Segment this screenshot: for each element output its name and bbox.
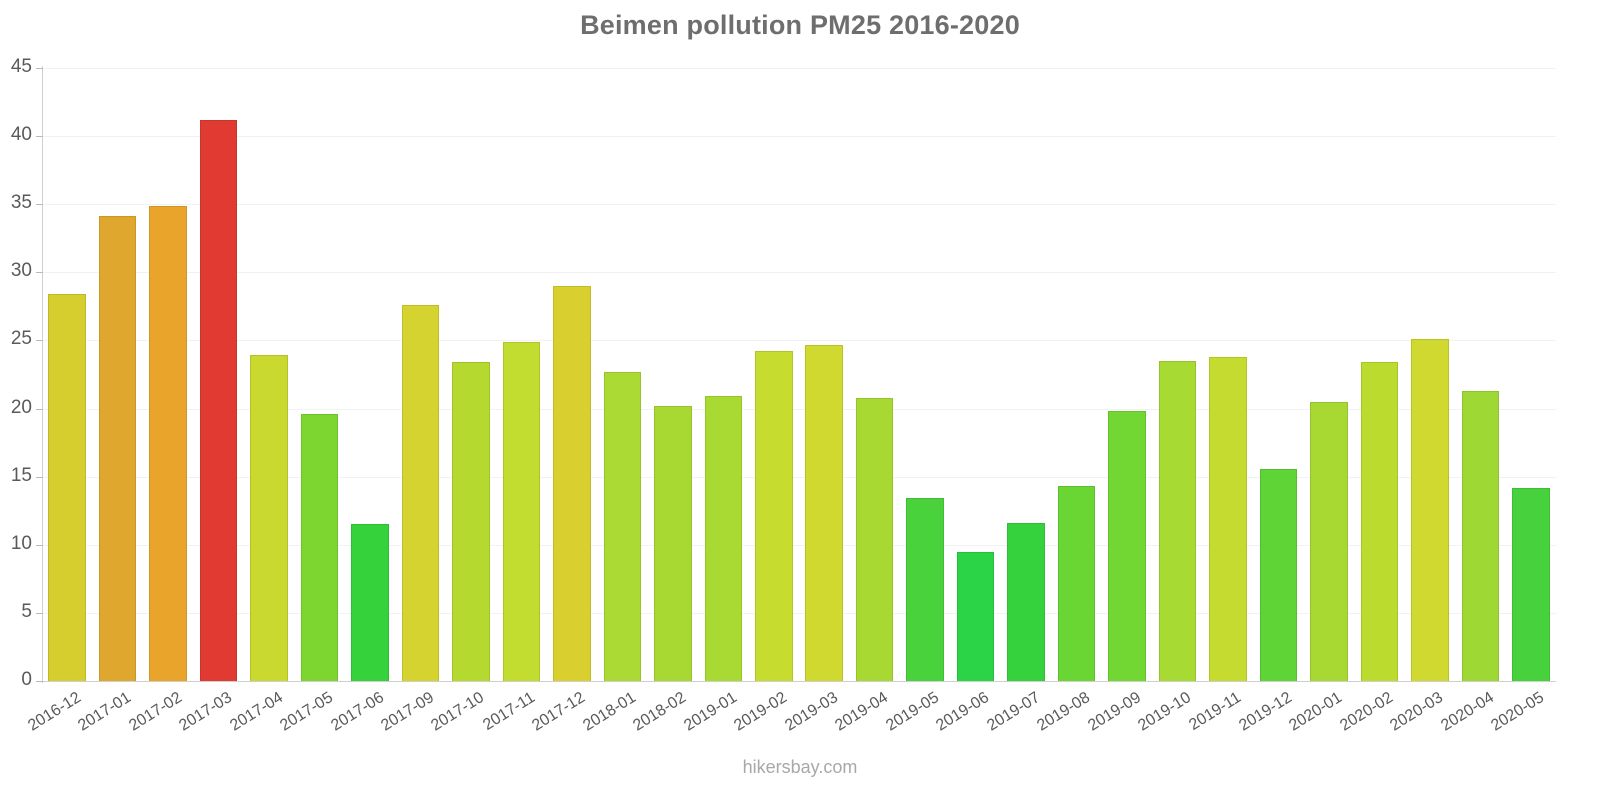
bar[interactable]: [1209, 356, 1247, 681]
bar[interactable]: [1158, 360, 1197, 681]
bar[interactable]: [1511, 487, 1550, 681]
bar-column[interactable]: [1310, 68, 1348, 681]
y-axis-tick: [36, 681, 43, 682]
gridline: [42, 340, 1556, 342]
bar[interactable]: [1057, 486, 1096, 681]
bar-column[interactable]: [98, 68, 137, 681]
bar-column[interactable]: [654, 68, 692, 681]
bar[interactable]: [704, 396, 743, 681]
bar[interactable]: [452, 362, 490, 681]
bar-column[interactable]: [300, 68, 339, 681]
bar-column[interactable]: [1007, 68, 1045, 681]
gridline: [42, 476, 1556, 478]
bar-column[interactable]: [1158, 68, 1197, 681]
bar-column[interactable]: [603, 68, 642, 681]
bar-column[interactable]: [1108, 68, 1146, 681]
bar-column[interactable]: [855, 68, 894, 681]
bar-column[interactable]: [250, 68, 288, 681]
bar-column[interactable]: [452, 68, 490, 681]
bar-column[interactable]: [48, 68, 87, 681]
bar[interactable]: [1360, 362, 1399, 681]
bar-column[interactable]: [199, 68, 238, 681]
bar[interactable]: [1108, 411, 1146, 681]
bar-column[interactable]: [805, 68, 844, 681]
y-axis-tick: [36, 612, 43, 614]
bar[interactable]: [1461, 390, 1500, 681]
bar-column[interactable]: [704, 68, 743, 681]
bar[interactable]: [654, 405, 692, 681]
bar[interactable]: [906, 498, 944, 681]
bar-column[interactable]: [401, 68, 440, 681]
x-axis-line: [42, 681, 1556, 682]
bar[interactable]: [553, 285, 591, 681]
y-axis-tick: [36, 340, 43, 342]
y-axis-tick-label: 40: [10, 124, 32, 146]
bar[interactable]: [300, 414, 339, 681]
y-axis-tick-label: 35: [10, 192, 32, 214]
y-axis-tick-label: 15: [10, 464, 32, 486]
bar-column[interactable]: [956, 68, 995, 681]
gridline: [42, 612, 1556, 614]
bar-column[interactable]: [1360, 68, 1399, 681]
y-axis-tick-label: 10: [10, 532, 32, 554]
chart-title: Beimen pollution PM25 2016-2020: [580, 10, 1020, 40]
bar[interactable]: [48, 294, 87, 681]
bar[interactable]: [98, 216, 137, 681]
y-axis-tick-label: 45: [10, 56, 32, 77]
bar[interactable]: [149, 205, 187, 681]
bar-column[interactable]: [553, 68, 591, 681]
bar-column[interactable]: [1057, 68, 1096, 681]
bar[interactable]: [956, 551, 995, 681]
y-axis-tick-label: 0: [21, 669, 32, 690]
y-axis-tick: [36, 476, 43, 478]
bar[interactable]: [1310, 401, 1348, 681]
bar-column[interactable]: [906, 68, 944, 681]
bar-column[interactable]: [1411, 68, 1449, 681]
gridline: [42, 272, 1556, 274]
bar-column[interactable]: [1259, 68, 1298, 681]
bar-column[interactable]: [502, 68, 541, 681]
y-axis-tick-label: 20: [10, 396, 32, 418]
y-axis-tick: [36, 408, 43, 410]
y-axis-line: [42, 66, 43, 683]
bar[interactable]: [754, 351, 793, 681]
bar-column[interactable]: [1511, 68, 1550, 681]
bar-column[interactable]: [351, 68, 389, 681]
bar-column[interactable]: [754, 68, 793, 681]
bar[interactable]: [401, 305, 440, 681]
gridline: [42, 68, 1556, 69]
y-axis-tick-label: 5: [21, 600, 32, 622]
y-axis-tick: [36, 272, 43, 274]
y-axis-tick: [36, 136, 43, 138]
bar[interactable]: [351, 524, 389, 681]
y-axis-tick-label: 25: [10, 328, 32, 350]
bar-column[interactable]: [149, 68, 187, 681]
bar[interactable]: [805, 344, 844, 681]
bar[interactable]: [855, 397, 894, 681]
bar[interactable]: [1259, 468, 1298, 681]
y-axis-tick-label: 30: [10, 260, 32, 282]
bar-series: [42, 68, 1556, 681]
bar[interactable]: [199, 119, 238, 681]
y-axis-tick: [36, 68, 43, 69]
bar[interactable]: [603, 371, 642, 681]
gridline: [42, 408, 1556, 410]
source-watermark: hikersbay.com: [742, 757, 858, 777]
bar-column[interactable]: [1209, 68, 1247, 681]
gridline: [42, 136, 1556, 138]
gridline: [42, 204, 1556, 206]
y-axis-tick: [36, 204, 43, 206]
bar[interactable]: [1007, 522, 1045, 681]
bar[interactable]: [250, 355, 288, 681]
bar-column[interactable]: [1461, 68, 1500, 681]
gridline: [42, 544, 1556, 546]
bar[interactable]: [1411, 339, 1449, 681]
bar[interactable]: [502, 341, 541, 681]
y-axis-tick: [36, 544, 43, 546]
